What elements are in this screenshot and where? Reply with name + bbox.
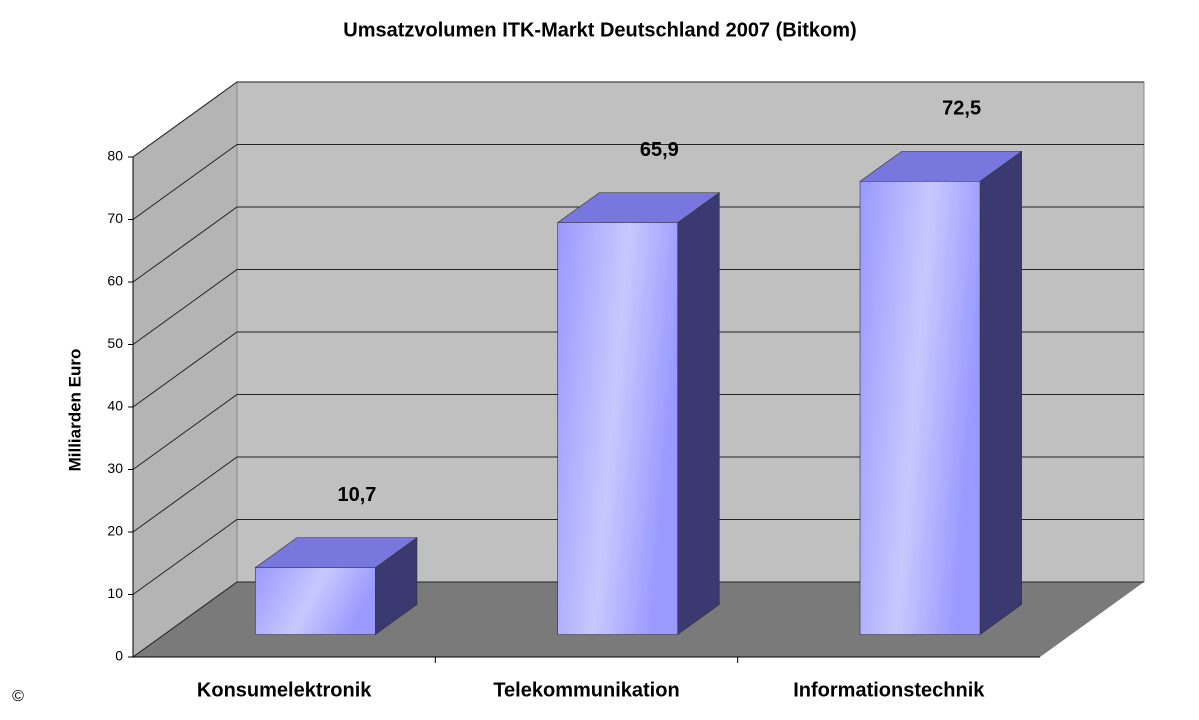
bar [254,537,418,636]
y-tick-label: 50 [107,335,123,351]
grid-line [132,81,1144,158]
bar-front [557,222,679,635]
y-tick-label: 80 [107,148,123,164]
y-tick-label: 0 [115,648,123,664]
value-label: 72,5 [942,98,981,120]
bar [556,192,721,636]
y-tick-label: 20 [107,523,123,539]
grid-line [132,269,1144,345]
value-label: 10,7 [337,484,376,506]
y-axis-label: Milliarden Euro [65,349,84,472]
grid-line [132,331,1144,408]
value-label: 65,9 [640,139,679,161]
y-tick-label: 70 [107,210,123,226]
grid-line [132,206,1144,283]
grid-line [132,519,1144,595]
grid-line [132,581,1144,658]
grid-line [132,394,1144,470]
x-tick-label: Informationstechnik [793,679,985,701]
bar [859,150,1023,636]
grid-line [132,144,1144,220]
bar-side [677,192,720,636]
bar-front [255,567,376,635]
y-tick-label: 60 [107,273,123,289]
bar-front [859,181,981,635]
grid-line [132,456,1144,533]
y-tick-label: 40 [107,398,123,414]
x-tick-label: Telekommunikation [493,679,679,701]
y-tick-label: 10 [107,585,123,601]
copyright: © [12,688,24,705]
x-tick-label: Konsumelektronik [197,679,372,701]
chart-title: Umsatzvolumen ITK-Markt Deutschland 2007… [343,19,856,41]
y-tick-label: 30 [107,460,123,476]
bar-side [979,150,1022,636]
